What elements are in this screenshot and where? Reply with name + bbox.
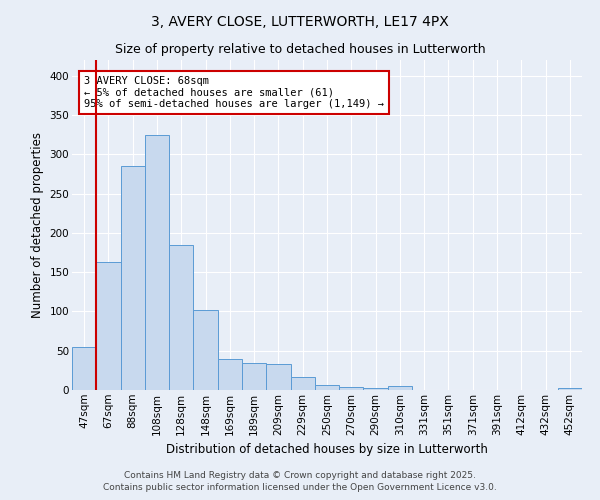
Bar <box>169 244 193 390</box>
Bar <box>315 384 339 390</box>
Bar <box>266 364 290 390</box>
Bar <box>242 364 266 390</box>
Bar <box>121 166 145 390</box>
Bar <box>218 360 242 390</box>
Text: Contains HM Land Registry data © Crown copyright and database right 2025.
Contai: Contains HM Land Registry data © Crown c… <box>103 471 497 492</box>
Y-axis label: Number of detached properties: Number of detached properties <box>31 132 44 318</box>
Bar <box>388 386 412 390</box>
Bar <box>290 376 315 390</box>
Bar <box>193 310 218 390</box>
Text: 3, AVERY CLOSE, LUTTERWORTH, LE17 4PX: 3, AVERY CLOSE, LUTTERWORTH, LE17 4PX <box>151 15 449 29</box>
X-axis label: Distribution of detached houses by size in Lutterworth: Distribution of detached houses by size … <box>166 443 488 456</box>
Bar <box>339 387 364 390</box>
Bar <box>364 388 388 390</box>
Bar <box>558 388 582 390</box>
Text: 3 AVERY CLOSE: 68sqm
← 5% of detached houses are smaller (61)
95% of semi-detach: 3 AVERY CLOSE: 68sqm ← 5% of detached ho… <box>84 76 384 109</box>
Text: Size of property relative to detached houses in Lutterworth: Size of property relative to detached ho… <box>115 42 485 56</box>
Bar <box>145 134 169 390</box>
Bar <box>96 262 121 390</box>
Bar <box>72 347 96 390</box>
